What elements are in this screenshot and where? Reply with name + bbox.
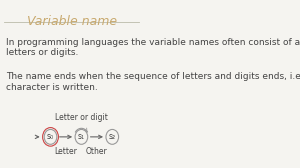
Text: s₂: s₂ (109, 132, 116, 141)
Text: In programming languages the variable names often consist of a letter followed b: In programming languages the variable na… (6, 38, 300, 57)
Text: The name ends when the sequence of letters and digits ends, i.e., when some othe: The name ends when the sequence of lette… (6, 72, 300, 92)
Text: s₁: s₁ (78, 132, 85, 141)
Text: Letter or digit: Letter or digit (55, 113, 108, 122)
Text: Letter: Letter (55, 147, 77, 156)
Text: Other: Other (86, 147, 108, 156)
Text: Variable name: Variable name (26, 15, 117, 28)
Text: s₀: s₀ (47, 132, 54, 141)
